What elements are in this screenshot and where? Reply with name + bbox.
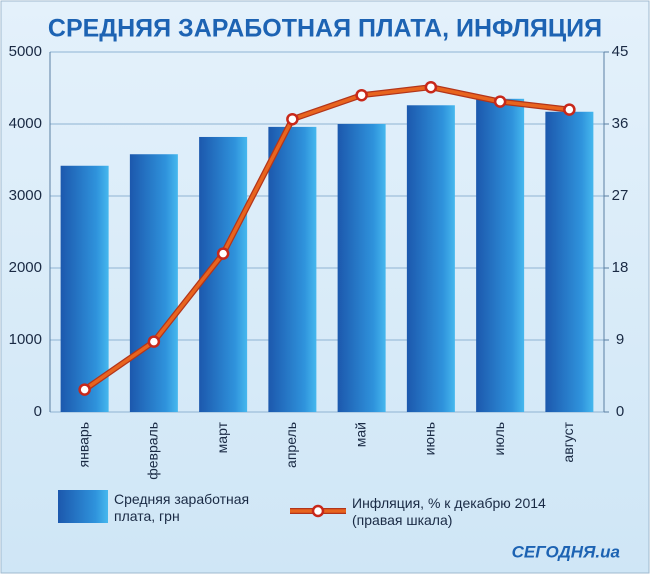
- legend-label: Средняя заработная плата, грн: [114, 491, 250, 524]
- bar: [129, 154, 178, 413]
- bar: [337, 124, 386, 412]
- y2-tick-label: 45: [612, 43, 629, 60]
- x-tick-label: апрель: [283, 422, 299, 468]
- x-tick-label: март: [214, 421, 230, 453]
- y-tick-label: 1000: [9, 331, 42, 348]
- bar: [545, 111, 594, 412]
- y-tick-label: 5000: [9, 43, 42, 60]
- point: [216, 247, 230, 260]
- y2-tick-label: 36: [612, 115, 629, 132]
- bar: [476, 98, 525, 413]
- legend-swatch: [58, 490, 108, 523]
- line: [83, 85, 570, 392]
- bar: [60, 165, 109, 412]
- point: [563, 103, 576, 116]
- point: [355, 88, 368, 102]
- y2-tick-label: 0: [616, 403, 624, 420]
- point: [147, 335, 161, 348]
- bar: [406, 105, 455, 412]
- x-tick-label: июль: [491, 422, 507, 455]
- y-tick-label: 3000: [9, 187, 42, 204]
- y2-tick-label: 9: [616, 331, 624, 348]
- y2-tick-label: 18: [612, 259, 629, 276]
- y-tick-label: 0: [34, 403, 42, 420]
- point: [286, 112, 299, 126]
- y-tick-label: 2000: [9, 259, 42, 276]
- point: [493, 95, 507, 108]
- point: [78, 383, 91, 396]
- legend-label: Инфляция, % к декабрю 2014 (правая шкала…: [352, 495, 546, 528]
- bar: [268, 126, 317, 412]
- x-tick-label: июнь: [422, 422, 438, 455]
- y2-tick-label: 27: [612, 187, 629, 204]
- point: [424, 80, 438, 94]
- x-tick-label: май: [352, 422, 368, 447]
- y-tick-label: 4000: [9, 115, 42, 132]
- x-tick-label: февраль: [145, 422, 161, 480]
- logo: СЕГОДНЯ.ua: [512, 542, 620, 561]
- x-tick-label: январь: [75, 422, 91, 467]
- legend-swatch: [311, 504, 325, 518]
- chart-title: СРЕДНЯЯ ЗАРАБОТНАЯ ПЛАТА, ИНФЛЯЦИЯ: [48, 15, 602, 43]
- x-tick-label: август: [560, 421, 576, 462]
